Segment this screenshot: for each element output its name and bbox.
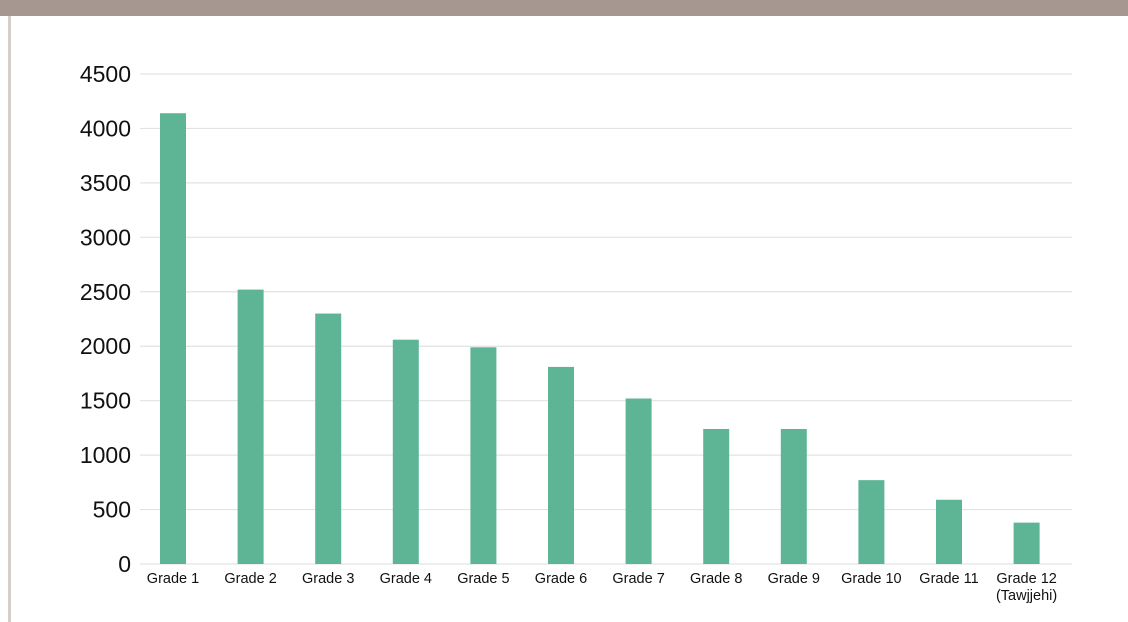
- x-tick-label: Grade 8: [690, 571, 742, 587]
- left-rule: [8, 16, 11, 622]
- bar: [392, 339, 419, 564]
- x-tick-label: Grade 5: [457, 571, 509, 587]
- x-tick-label: Grade 3: [302, 571, 354, 587]
- y-tick-label: 2000: [80, 333, 131, 359]
- y-tick-label: 4500: [80, 61, 131, 87]
- x-tick-label: Grade 12: [996, 571, 1056, 587]
- y-tick-label: 1500: [80, 388, 131, 414]
- y-tick-label: 3500: [80, 170, 131, 196]
- x-tick-label: Grade 11: [919, 571, 978, 587]
- bars: [160, 113, 1040, 564]
- bar: [780, 428, 807, 564]
- x-tick-label: Grade 6: [535, 571, 587, 587]
- bar: [1013, 522, 1040, 564]
- bar: [858, 480, 885, 564]
- x-axis-ticks: Grade 1 Grade 2 Grade 3 Grade 4 Grade 5 Grade…: [147, 571, 1057, 604]
- bar: [470, 347, 497, 564]
- x-tick-label: Grade 4: [380, 571, 432, 587]
- x-tick-label: Grade 1: [147, 571, 199, 587]
- y-tick-label: 3000: [80, 224, 131, 250]
- bar: [936, 499, 962, 564]
- y-tick-label: 4000: [80, 115, 131, 141]
- bar: [703, 428, 730, 564]
- x-tick-label: Grade 7: [612, 571, 664, 587]
- x-tick-label: Grade 9: [768, 571, 820, 587]
- x-tick-label: Grade 2: [224, 571, 276, 587]
- x-tick-label: (Tawjjehi): [996, 588, 1057, 604]
- y-tick-label: 1000: [80, 442, 131, 468]
- y-tick-label: 2500: [80, 279, 131, 305]
- y-tick-label: 0: [118, 551, 131, 577]
- grid-layer: [140, 73, 1072, 565]
- x-tick-label: Grade 10: [841, 571, 901, 587]
- y-tick-label: 500: [93, 497, 131, 523]
- y-axis-ticks: 0 500 1000 1500 2000 2500 3000 3500 4000 4500: [80, 61, 131, 577]
- bar: [548, 366, 574, 564]
- bar: [160, 113, 186, 564]
- bar: [625, 398, 652, 564]
- bar: [315, 313, 342, 564]
- top-band: [0, 0, 1128, 16]
- bar: [237, 289, 264, 564]
